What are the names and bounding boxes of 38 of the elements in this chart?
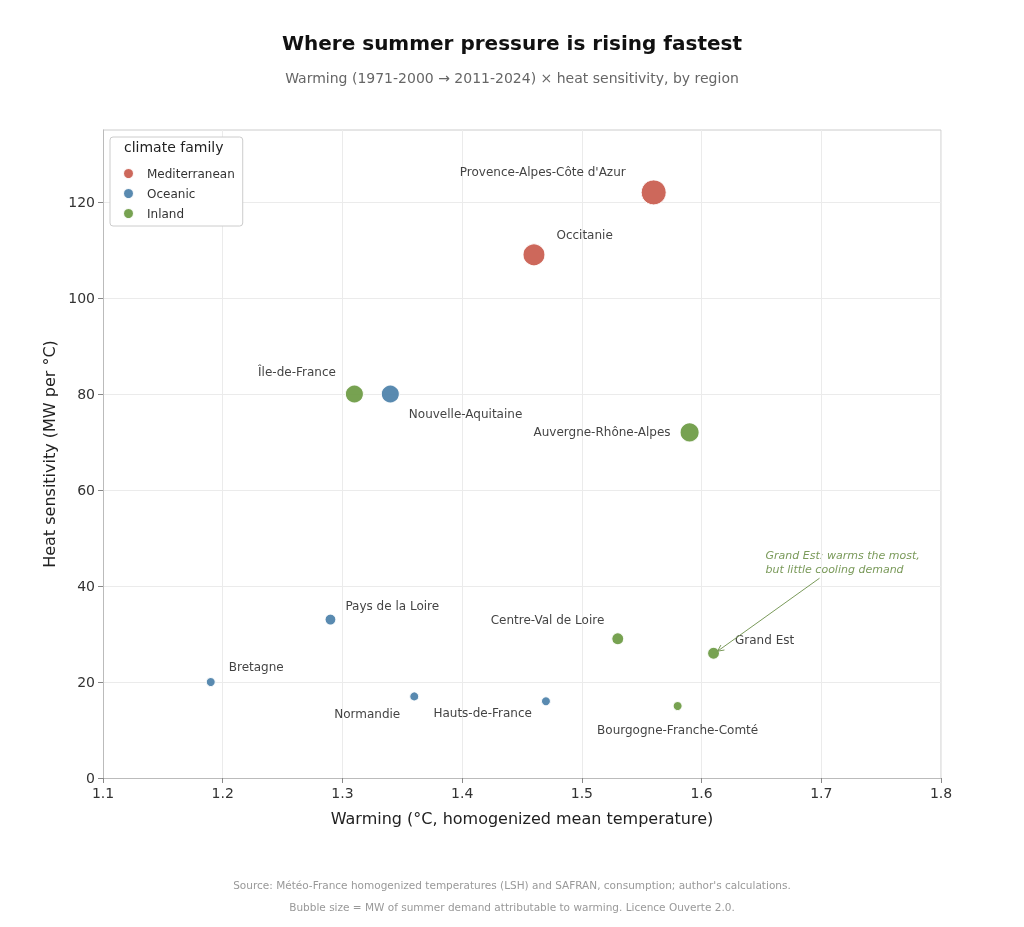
x-tick-label: 1.8 [929, 785, 953, 801]
data-label: Bretagne [228, 660, 284, 674]
data-label: Normandie [334, 707, 401, 722]
y-tick-label: 100 [68, 290, 95, 306]
y-tick-label: 20 [77, 674, 95, 690]
chart-subtitle: Warming (1971-2000 → 2011-2024) × heat sensitivity, by region [285, 70, 739, 86]
y-tick-label: 40 [77, 578, 95, 594]
x-tick-label: 1.3 [331, 785, 354, 801]
source-note: Source: Météo-France homogenized temperatures (LSH) and SAFRAN, consumption; author's calculations. [233, 878, 791, 891]
legend-label: Inland [147, 206, 185, 221]
legend-title: climate family [124, 139, 224, 155]
annotation: Grand Est: warms the most, but little cooling demand [765, 548, 920, 576]
data-label: Auvergne-Rhône-Alpes [533, 425, 671, 440]
x-tick-label: 1.7 [810, 785, 833, 801]
data-label: Occitanie [556, 227, 613, 242]
x-tick-label: 1.1 [91, 785, 115, 801]
data-label: Île-de-France [257, 364, 336, 379]
x-tick-label: 1.6 [690, 785, 713, 801]
data-label: Nouvelle-Aquitaine [408, 407, 523, 421]
x-axis-title: Warming (°C, homogenized mean temperature) [330, 808, 714, 828]
chart-title: Where summer pressure is rising fastest [281, 31, 743, 55]
x-tick-label: 1.5 [570, 785, 593, 801]
y-axis-title: Heat sensitivity (MW per °C) [39, 340, 59, 568]
y-tick-label: 60 [77, 482, 95, 498]
text: Bubble size = MW of summer demand attributable to warming. Licence Ouverte 2.0. [289, 900, 735, 913]
x-tick-label: 1.4 [451, 785, 474, 801]
data-label: Bourgogne-Franche-Comté [597, 723, 759, 738]
data-label: Centre-Val de Loire [490, 612, 605, 627]
data-label: Provence-Alpes-Côte d'Azur [459, 165, 626, 180]
data-label: Pays de la Loire [345, 598, 440, 613]
legend-label: Mediterranean [147, 166, 235, 181]
y-tick-label: 80 [77, 386, 95, 402]
data-label: Grand Est [735, 633, 795, 648]
y-tick-label: 120 [68, 194, 95, 210]
legend-label: Oceanic [147, 186, 196, 201]
y-tick-label: 0 [86, 770, 95, 786]
x-tick-label: 1.2 [211, 785, 234, 801]
data-label: Hauts-de-France [433, 706, 532, 721]
